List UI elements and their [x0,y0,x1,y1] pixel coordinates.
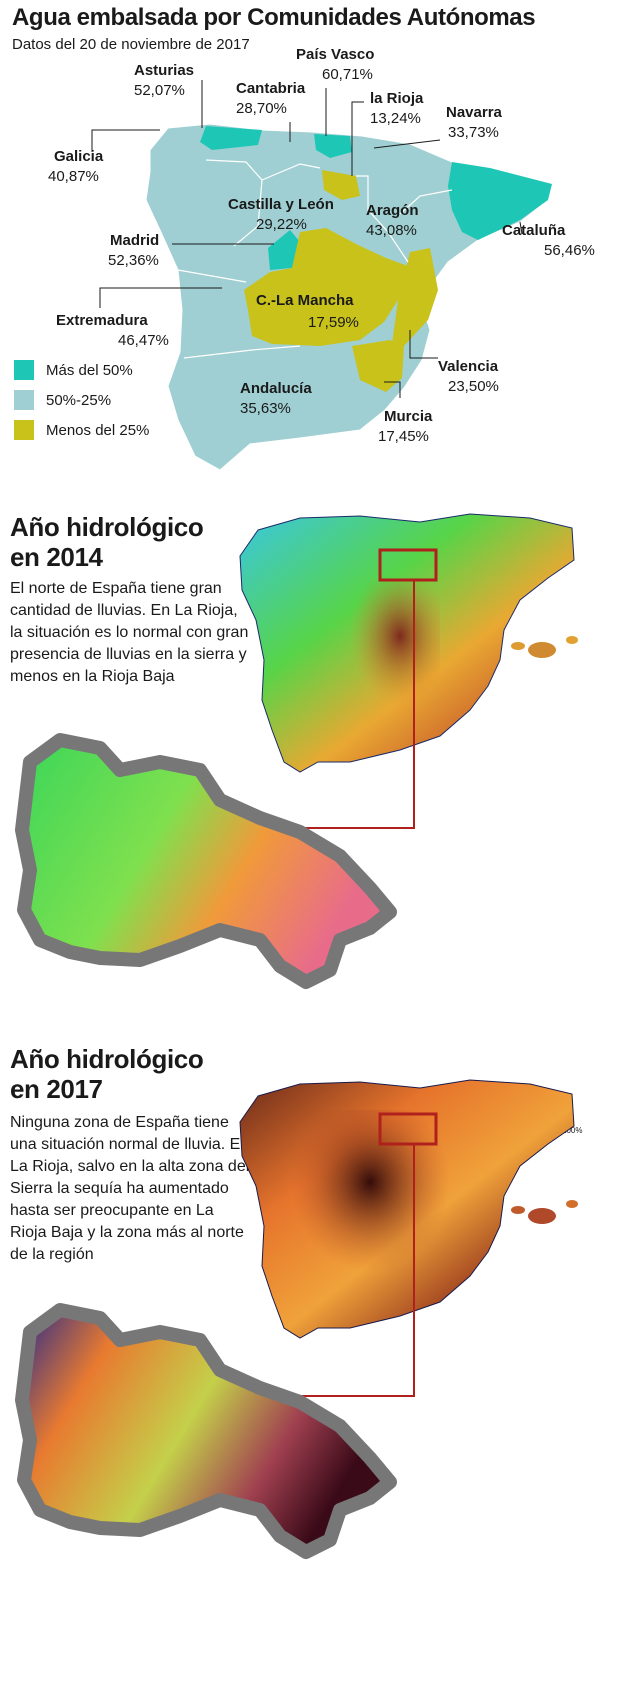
label-galicia-name: Galicia [54,148,104,165]
label-navarra-value: 33,73% [448,124,499,141]
label-asturias-value: 52,07% [134,82,185,99]
label-andalucia-value: 35,63% [240,400,291,417]
region-madrid-shape [268,230,300,270]
legend-item-high: Más del 50% [14,360,133,380]
rainfall-2014-graphic [15,513,578,989]
leader-navarra [373,139,441,149]
page-subtitle: Datos del 20 de noviembre de 2017 [12,36,250,53]
label-madrid-value: 52,36% [108,252,159,269]
ibiza-2014 [511,642,525,650]
section-2014-title-line2: en 2014 [10,542,103,572]
section-2014-body: El norte de España tiene gran cantidad d… [10,580,249,685]
scale-tick-label: 100% [562,1126,583,1135]
label-castilla-la-mancha-name: C.-La Mancha [256,292,354,309]
label-murcia-value: 17,45% [378,428,429,445]
label-asturias-name: Asturias [134,62,195,79]
section-2017-title-line2: en 2017 [10,1074,103,1104]
label-castilla-leon-name: Castilla y León [228,196,334,213]
la-rioja-2017-highlight [378,1112,438,1146]
region-asturias-shape [200,126,262,150]
legend-swatch-high [14,360,34,380]
region-borders [177,159,453,359]
legend-label-mid: 50%-25% [46,391,112,409]
label-cataluna-value: 56,46% [544,242,595,259]
legend-swatch-low [14,420,34,440]
rainfall-2017-graphic [15,1079,578,1559]
label-la-rioja-name: la Rioja [370,90,424,107]
region-pais-vasco-shape [314,134,352,158]
leader-extremadura [99,287,222,308]
label-valencia-name: Valencia [438,358,499,375]
leader-lines [91,80,523,398]
label-andalucia-name: Andalucía [240,380,312,397]
label-extremadura-value: 46,47% [118,332,169,349]
label-murcia-name: Murcia [384,408,433,425]
mallorca-2017 [528,1208,556,1224]
leader-valencia [409,330,438,359]
la-rioja-2014-enlarged [15,733,397,989]
section-2017-title-line1: Año hidrológico [10,1044,204,1074]
region-castilla-la-mancha-shape [244,228,408,346]
label-pais-vasco-name: País Vasco [296,46,375,63]
pointer-2017 [296,1144,415,1397]
label-cantabria-value: 28,70% [236,100,287,117]
label-valencia-value: 23,50% [448,378,499,395]
label-navarra-name: Navarra [446,104,502,121]
page-title: Agua embalsada por Comunidades Autónomas [12,4,536,31]
ibiza-2017 [511,1206,525,1214]
section-2017-title: Año hidrológico en 2017 [10,1044,204,1104]
region-cataluna-shape [448,162,552,240]
label-aragon-name: Aragón [366,202,419,219]
legend-swatch-mid [14,390,34,410]
la-rioja-2014-highlight [378,548,438,582]
region-la-rioja-shape [322,170,360,200]
label-aragon-value: 43,08% [366,222,417,239]
legend-label-high: Más del 50% [46,361,133,379]
leader-galicia [91,129,160,152]
label-extremadura-name: Extremadura [56,312,148,329]
la-rioja-2017-enlarged [15,1303,397,1559]
section-2017-body: Ninguna zona de España tiene una situaci… [10,1114,250,1263]
label-pais-vasco-value: 60,71% [322,66,373,83]
label-castilla-leon-value: 29,22% [256,216,307,233]
leader-murcia [384,381,401,398]
legend-item-mid: 50%-25% [14,390,111,410]
label-madrid-name: Madrid [110,232,160,249]
legend-label-low: Menos del 25% [46,421,150,439]
menorca-2014 [566,636,578,644]
region-murcia-shape [352,340,404,392]
label-castilla-la-mancha-value: 17,59% [308,314,359,331]
mallorca-2014 [528,642,556,658]
section-2014-title: Año hidrológico en 2014 [10,512,204,572]
spain-regions-map [91,80,553,471]
region-valencia-shape [392,248,438,346]
label-la-rioja-value: 13,24% [370,110,421,127]
label-cantabria-name: Cantabria [236,80,306,97]
section-2014-title-line1: Año hidrológico [10,512,204,542]
label-cataluna-name: Cataluña [502,222,566,239]
leader-la-rioja [351,101,364,176]
label-galicia-value: 40,87% [48,168,99,185]
legend-item-low: Menos del 25% [14,420,149,440]
menorca-2017 [566,1200,578,1208]
leader-cataluna [519,221,523,235]
pointer-2014 [296,580,415,829]
